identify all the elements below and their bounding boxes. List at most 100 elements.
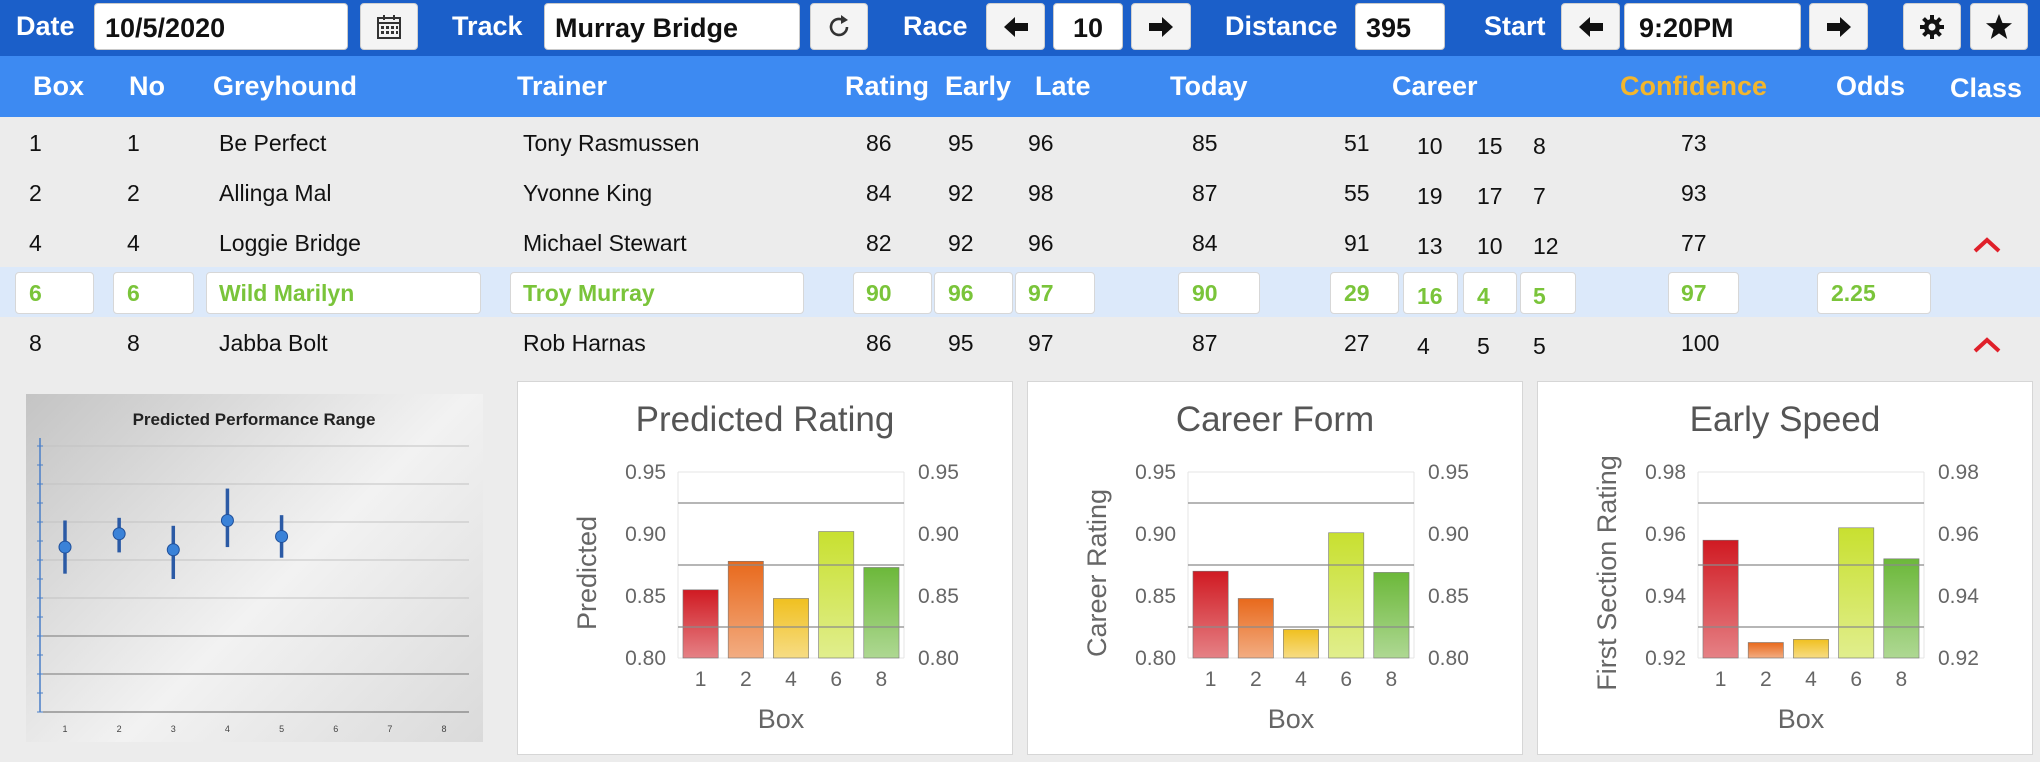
table-row[interactable]: 2 2 Allinga Mal Yvonne King 84 92 98 87 … — [0, 167, 2040, 217]
col-header-box[interactable]: Box — [33, 71, 85, 101]
cell-greyhound: Loggie Bridge — [219, 230, 361, 256]
cell-no: 4 — [127, 230, 140, 256]
col-header-odds[interactable]: Odds — [1836, 71, 1906, 101]
distance-label: Distance — [1225, 11, 1338, 41]
cell-career-seconds: 15 — [1477, 133, 1503, 159]
chart-title: Early Speed — [1689, 400, 1881, 439]
selected-greyhound-field[interactable] — [206, 272, 481, 314]
col-header-late[interactable]: Late — [1035, 71, 1091, 101]
x-tick-label: 8 — [441, 724, 446, 734]
calendar-icon — [377, 14, 401, 39]
start-time-field[interactable]: 9:20PM — [1624, 3, 1801, 50]
arrow-right-icon — [1826, 16, 1851, 37]
performance-range-svg: Predicted Performance Range 1 2 3 4 5 6 7 8 — [37, 410, 469, 734]
x-tick-label: 4 — [225, 724, 230, 734]
bar — [1793, 639, 1829, 659]
bar — [863, 567, 900, 659]
performance-range-chart: Predicted Performance Range 1 2 3 4 5 6 7 8 — [26, 394, 483, 742]
table-row[interactable]: 8 8 Jabba Bolt Rob Harnas 86 95 97 87 27… — [0, 317, 2040, 367]
col-header-confidence[interactable]: Confidence — [1620, 71, 1768, 101]
cell-rating: 82 — [866, 230, 892, 256]
cell-trainer: Tony Rasmussen — [523, 130, 700, 156]
col-header-greyhound[interactable]: Greyhound — [213, 71, 358, 101]
col-header-no[interactable]: No — [129, 71, 165, 101]
bar — [1192, 570, 1229, 659]
col-header-career[interactable]: Career — [1392, 71, 1478, 101]
col-header-trainer[interactable]: Trainer — [517, 71, 608, 101]
start-next-button[interactable] — [1809, 3, 1868, 50]
x-axis-title: Box — [758, 704, 805, 734]
star-icon — [1986, 13, 2012, 39]
top-toolbar: Date 10/5/2020 Track Murray Bridge Race … — [0, 0, 2040, 56]
selected-confidence-field[interactable] — [1668, 272, 1739, 314]
cell-career-seconds: 4 — [1477, 283, 1490, 309]
y-tick-label-right: 0.96 — [1938, 523, 1979, 546]
cell-career-wins: 4 — [1417, 333, 1430, 359]
bar — [818, 531, 855, 659]
cell-career-thirds: 12 — [1533, 233, 1559, 259]
table-row-selected[interactable]: 6 6 Wild Marilyn Troy Murray 90 96 97 90… — [0, 267, 2040, 317]
chart-title: Predicted Performance Range — [133, 410, 376, 429]
data-point — [220, 513, 234, 527]
cell-early: 92 — [948, 180, 974, 206]
data-point — [58, 540, 72, 554]
y-tick-label-right: 0.85 — [1428, 585, 1469, 608]
cell-greyhound: Allinga Mal — [219, 180, 332, 206]
selected-rating-field[interactable] — [853, 272, 932, 314]
cell-today: 90 — [1192, 280, 1218, 306]
col-header-rating[interactable]: Rating — [845, 71, 929, 101]
race-prev-button[interactable] — [986, 3, 1045, 50]
distance-field[interactable]: 395 — [1355, 3, 1445, 50]
col-header-today[interactable]: Today — [1170, 71, 1248, 101]
table-row[interactable]: 1 1 Be Perfect Tony Rasmussen 86 95 96 8… — [0, 117, 2040, 167]
settings-button[interactable] — [1903, 3, 1961, 50]
selected-career-seconds-field[interactable] — [1463, 272, 1517, 314]
col-header-class[interactable]: Class — [1950, 73, 2023, 103]
cell-career-thirds: 5 — [1533, 283, 1546, 309]
y-tick-label-right: 0.95 — [1428, 461, 1469, 484]
cell-career-wins: 19 — [1417, 183, 1443, 209]
selected-career-starts-field[interactable] — [1330, 272, 1399, 314]
cell-no: 1 — [127, 130, 140, 156]
cell-no: 2 — [127, 180, 140, 206]
x-axis-title: Box — [1268, 704, 1315, 734]
selected-late-field[interactable] — [1015, 272, 1095, 314]
selected-trainer-field[interactable] — [510, 272, 804, 314]
selected-today-field[interactable] — [1178, 272, 1260, 314]
selected-career-thirds-field[interactable] — [1520, 272, 1576, 314]
y-tick-label-right: 0.92 — [1938, 647, 1979, 670]
x-tick-label: 1 — [62, 724, 67, 734]
y-tick-label-left: 0.95 — [625, 461, 666, 484]
race-field[interactable]: 10 — [1053, 3, 1123, 50]
x-tick-label: 7 — [387, 724, 392, 734]
selected-box-field[interactable] — [15, 272, 94, 314]
y-tick-label-left: 0.94 — [1645, 585, 1686, 608]
start-prev-button[interactable] — [1561, 3, 1620, 50]
gear-icon — [1920, 14, 1944, 39]
date-field[interactable]: 10/5/2020 — [94, 3, 348, 50]
cell-confidence: 93 — [1681, 180, 1707, 206]
x-tick-label: 6 — [333, 724, 338, 734]
track-field[interactable]: Murray Bridge — [544, 3, 800, 50]
race-next-button[interactable] — [1131, 3, 1191, 50]
refresh-button[interactable] — [810, 3, 868, 50]
bar — [1237, 598, 1274, 659]
favorite-button[interactable] — [1970, 3, 2028, 50]
y-tick-label-left: 0.90 — [625, 523, 666, 546]
cell-confidence: 97 — [1681, 280, 1707, 306]
calendar-button[interactable] — [360, 3, 418, 50]
y-tick-label-right: 0.80 — [1428, 647, 1469, 670]
arrow-left-icon — [1578, 16, 1603, 37]
y-tick-label-left: 0.92 — [1645, 647, 1686, 670]
selected-odds-field[interactable] — [1817, 272, 1931, 314]
selected-early-field[interactable] — [934, 272, 1013, 314]
y-tick-label-left: 0.98 — [1645, 461, 1686, 484]
selected-no-field[interactable] — [113, 272, 194, 314]
x-tick-label: 8 — [1386, 668, 1398, 691]
selected-career-wins-field[interactable] — [1403, 272, 1458, 314]
x-tick-label: 5 — [279, 724, 284, 734]
col-header-early[interactable]: Early — [945, 71, 1012, 101]
table-row[interactable]: 4 4 Loggie Bridge Michael Stewart 82 92 … — [0, 217, 2040, 267]
career-form-chart: Career Form 0.80 0.80 0.85 0.85 0.90 0.90 0.95… — [1027, 381, 1523, 755]
x-tick-label: 8 — [1896, 668, 1908, 691]
